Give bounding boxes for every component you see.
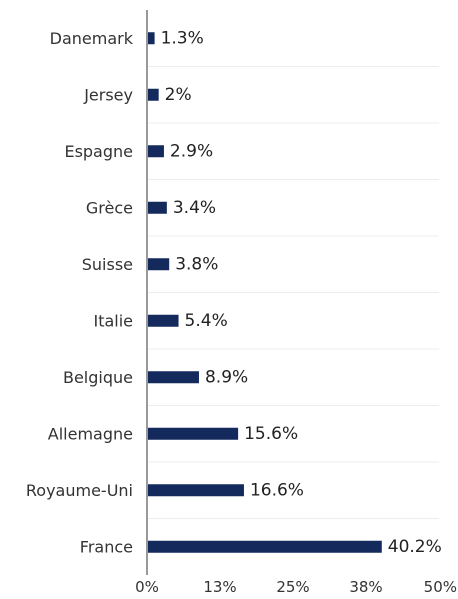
bar <box>147 88 159 101</box>
value-labels: 1.3% 2% 2.9% 3.4% 3.8% 5.4% 8.9% 15.6% 16.6% 40.2… <box>161 28 442 557</box>
value-label: 2.9% <box>170 141 213 161</box>
bar <box>147 427 239 440</box>
x-tick-label: 25% <box>276 578 309 596</box>
category-label: Belgique <box>63 368 133 387</box>
x-tick-label: 0% <box>135 578 159 596</box>
value-label: 15.6% <box>244 424 298 444</box>
value-label: 3.8% <box>175 254 218 274</box>
category-labels: Danemark Jersey Espagne Grèce Suisse Italie Be… <box>26 29 134 557</box>
bar <box>147 371 199 384</box>
bar <box>147 484 244 497</box>
gridlines <box>147 66 439 519</box>
value-label: 1.3% <box>161 28 204 48</box>
bar <box>147 32 155 45</box>
value-label: 40.2% <box>388 537 442 557</box>
x-axis-tick-labels: 0% 13% 25% 38% 50% <box>135 578 457 596</box>
value-label: 3.4% <box>173 198 216 218</box>
bar <box>147 540 382 553</box>
bar <box>147 201 167 214</box>
bars <box>147 32 382 553</box>
value-label: 16.6% <box>250 480 304 500</box>
bar <box>147 314 179 327</box>
category-label: France <box>80 537 133 556</box>
value-label: 5.4% <box>185 311 228 331</box>
category-label: Jersey <box>83 85 133 104</box>
category-label: Espagne <box>64 142 133 161</box>
x-tick-label: 13% <box>203 578 236 596</box>
value-label: 8.9% <box>205 367 248 387</box>
value-label: 2% <box>165 85 192 105</box>
bar <box>147 258 170 271</box>
category-label: Allemagne <box>48 424 133 443</box>
category-label: Italie <box>93 311 133 330</box>
x-tick-label: 50% <box>424 578 457 596</box>
category-label: Suisse <box>82 255 133 274</box>
category-label: Grèce <box>86 198 133 217</box>
category-label: Danemark <box>50 29 134 48</box>
x-tick-label: 38% <box>349 578 382 596</box>
category-label: Royaume-Uni <box>26 481 133 500</box>
bar <box>147 145 164 158</box>
